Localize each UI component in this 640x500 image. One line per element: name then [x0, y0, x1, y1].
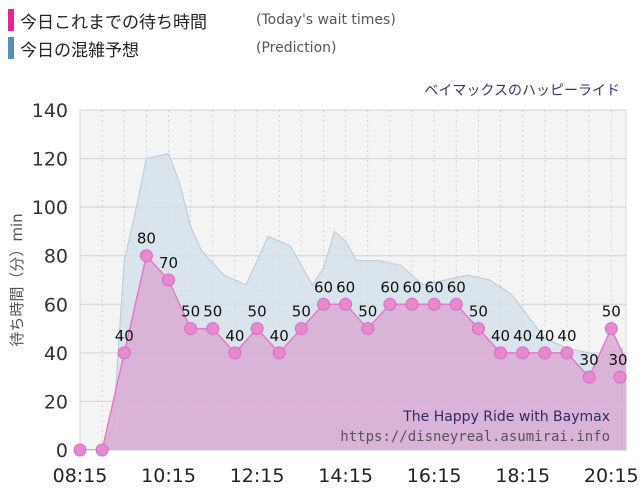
- data-label: 40: [513, 327, 532, 345]
- actual-point: [206, 322, 220, 336]
- actual-point: [139, 249, 153, 263]
- x-tick-label: 12:15: [230, 465, 285, 487]
- ride-name: ベイマックスのハッピーライド: [424, 83, 620, 99]
- data-label: 60: [336, 278, 355, 296]
- x-tick-label: 16:15: [407, 465, 462, 487]
- x-tick-label: 20:15: [584, 465, 639, 487]
- actual-point: [516, 346, 530, 360]
- actual-point: [427, 297, 441, 311]
- y-tick-label: 40: [44, 343, 68, 365]
- actual-point: [361, 322, 375, 336]
- data-label: 50: [602, 303, 621, 321]
- y-tick-label: 100: [32, 197, 68, 219]
- y-tick-label: 0: [56, 440, 68, 462]
- data-label: 70: [159, 254, 178, 272]
- legend-actual-swatch: [8, 9, 14, 31]
- data-label: 50: [248, 303, 267, 321]
- data-label: 50: [469, 303, 488, 321]
- actual-point: [604, 322, 618, 336]
- watermark-url: https://disneyreal.asumirai.info: [340, 429, 610, 445]
- actual-point: [613, 370, 627, 384]
- legend-actual-label: 今日これまでの待ち時間: [20, 12, 207, 33]
- actual-point: [250, 322, 264, 336]
- actual-area: [80, 255, 626, 450]
- actual-point: [405, 297, 419, 311]
- actual-point: [294, 322, 308, 336]
- data-label: 40: [225, 327, 244, 345]
- data-label: 30: [608, 351, 627, 369]
- actual-point: [383, 297, 397, 311]
- actual-point: [449, 297, 463, 311]
- data-label: 60: [447, 278, 466, 296]
- x-tick-label: 14:15: [318, 465, 373, 487]
- data-label: 50: [358, 303, 377, 321]
- actual-point: [184, 322, 198, 336]
- actual-point: [560, 346, 574, 360]
- actual-point: [471, 322, 485, 336]
- actual-point: [228, 346, 242, 360]
- y-tick-label: 20: [44, 391, 68, 413]
- data-label: 50: [292, 303, 311, 321]
- legend-prediction-label: 今日の混雑予想: [20, 40, 139, 61]
- data-label: 60: [380, 278, 399, 296]
- legend-prediction-swatch: [8, 37, 14, 59]
- actual-point: [117, 346, 131, 360]
- y-tick-label: 120: [32, 149, 68, 171]
- data-label: 40: [491, 327, 510, 345]
- data-label: 60: [314, 278, 333, 296]
- actual-point: [316, 297, 330, 311]
- actual-point: [95, 443, 109, 457]
- watermark-title: The Happy Ride with Baymax: [402, 409, 610, 425]
- actual-point: [272, 346, 286, 360]
- actual-point: [494, 346, 508, 360]
- y-axis-label: 待ち時間（分）min: [8, 213, 26, 346]
- y-tick-label: 80: [44, 246, 68, 268]
- actual-point: [339, 297, 353, 311]
- data-label: 80: [137, 230, 156, 248]
- data-label: 50: [181, 303, 200, 321]
- actual-point: [73, 443, 87, 457]
- x-tick-label: 18:15: [495, 465, 550, 487]
- y-tick-label: 60: [44, 294, 68, 316]
- actual-point: [538, 346, 552, 360]
- x-tick-label: 08:15: [53, 465, 108, 487]
- data-label: 30: [580, 351, 599, 369]
- data-label: 40: [535, 327, 554, 345]
- legend-actual: 今日これまでの待ち時間 (Today's wait times): [8, 8, 396, 33]
- actual-point: [582, 370, 596, 384]
- data-label: 60: [425, 278, 444, 296]
- data-label: 50: [203, 303, 222, 321]
- y-tick-label: 140: [32, 100, 68, 122]
- legend-prediction-label-en: (Prediction): [256, 40, 337, 56]
- data-label: 60: [402, 278, 421, 296]
- data-label: 40: [557, 327, 576, 345]
- legend-actual-label-en: (Today's wait times): [256, 12, 396, 28]
- legend-prediction: 今日の混雑予想 (Prediction): [8, 36, 337, 61]
- data-label: 40: [270, 327, 289, 345]
- data-label: 40: [115, 327, 134, 345]
- x-tick-label: 10:15: [141, 465, 196, 487]
- actual-point: [162, 273, 176, 287]
